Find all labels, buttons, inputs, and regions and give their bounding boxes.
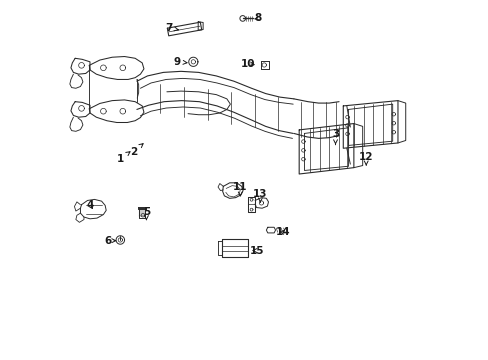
Text: 3: 3	[331, 129, 339, 145]
Text: 6: 6	[104, 236, 116, 246]
Text: 15: 15	[249, 246, 264, 256]
Text: 10: 10	[240, 59, 255, 68]
Text: 4: 4	[86, 200, 94, 210]
Text: 1: 1	[117, 152, 130, 164]
Text: 14: 14	[275, 227, 290, 237]
Text: 5: 5	[142, 207, 150, 220]
Text: 13: 13	[253, 189, 267, 202]
Text: 12: 12	[358, 152, 373, 165]
Text: 7: 7	[164, 23, 178, 33]
Text: 11: 11	[233, 182, 247, 196]
Text: 8: 8	[254, 13, 261, 23]
Text: 9: 9	[174, 57, 187, 67]
Text: 2: 2	[129, 144, 143, 157]
